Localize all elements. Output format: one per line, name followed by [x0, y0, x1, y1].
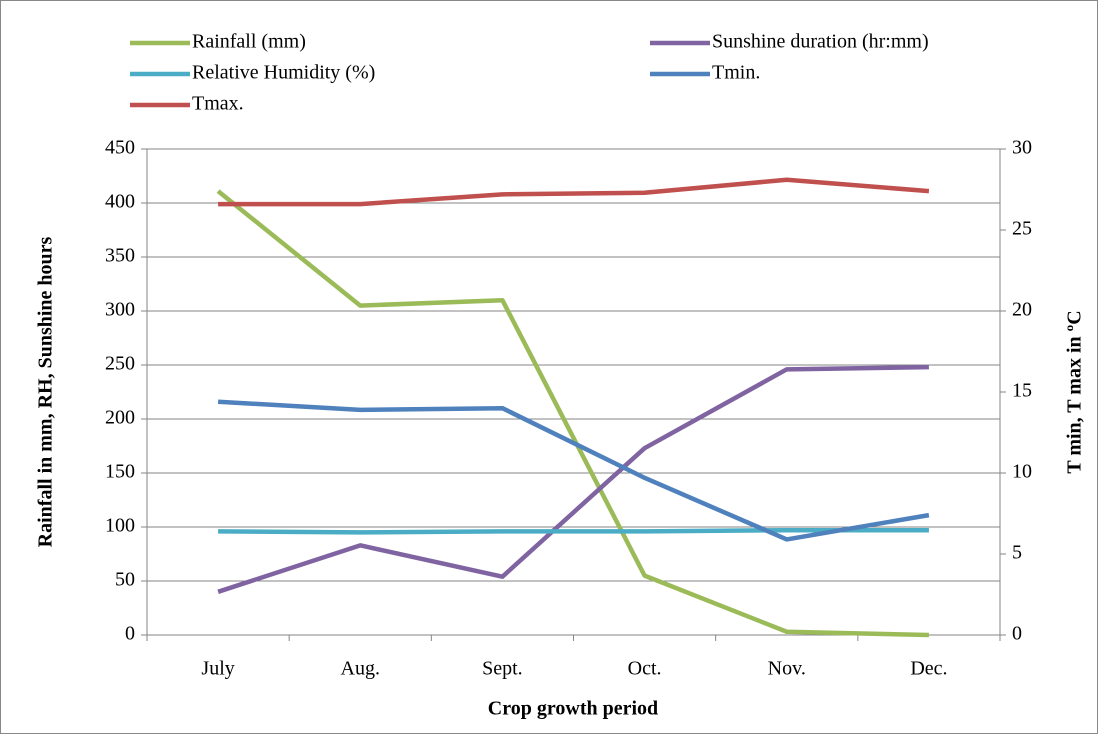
y-axis-title: Rainfall in mm, RH, Sunshine hours — [35, 236, 57, 547]
x-tick-label: Oct. — [628, 658, 662, 680]
y2-tick-label: 20 — [1012, 299, 1032, 321]
y-tick-label: 150 — [105, 461, 135, 483]
y-tick-label: 450 — [105, 137, 135, 159]
y-tick-label: 100 — [105, 515, 135, 537]
x-tick-label: Dec. — [910, 658, 947, 680]
data-line — [216, 189, 929, 638]
y2-tick-label: 0 — [1012, 623, 1022, 645]
data-line — [217, 364, 929, 594]
x-axis-title: Crop growth period — [488, 698, 658, 720]
data-line — [218, 177, 930, 207]
y-tick-label: 400 — [105, 191, 135, 213]
y-tick-label: 200 — [105, 407, 135, 429]
y2-tick-label: 10 — [1012, 461, 1032, 483]
legend-label: Rainfall (mm) — [192, 31, 306, 53]
x-tick-label: Nov. — [768, 658, 806, 680]
y-tick-label: 350 — [105, 245, 135, 267]
y-tick-label: 250 — [105, 353, 135, 375]
data-line — [217, 399, 930, 542]
y2-axis-title: T min, T max in ºC — [1064, 310, 1086, 473]
y2-tick-label: 30 — [1012, 137, 1032, 159]
legend-label: Tmin. — [712, 62, 760, 84]
x-tick-label: July — [201, 658, 234, 680]
legend-label: Sunshine duration (hr:mm) — [712, 31, 929, 53]
y-tick-label: 50 — [115, 569, 135, 591]
data-line — [218, 527, 929, 535]
legend-label: Tmax. — [192, 93, 244, 115]
legend-label: Relative Humidity (%) — [192, 62, 375, 84]
x-tick-label: Sept. — [482, 658, 523, 680]
x-tick-label: Aug. — [341, 658, 380, 680]
y-tick-label: 0 — [125, 623, 135, 645]
y2-tick-label: 25 — [1012, 218, 1032, 240]
y2-tick-label: 5 — [1012, 542, 1022, 564]
y2-tick-label: 15 — [1012, 380, 1032, 402]
y-tick-label: 300 — [105, 299, 135, 321]
